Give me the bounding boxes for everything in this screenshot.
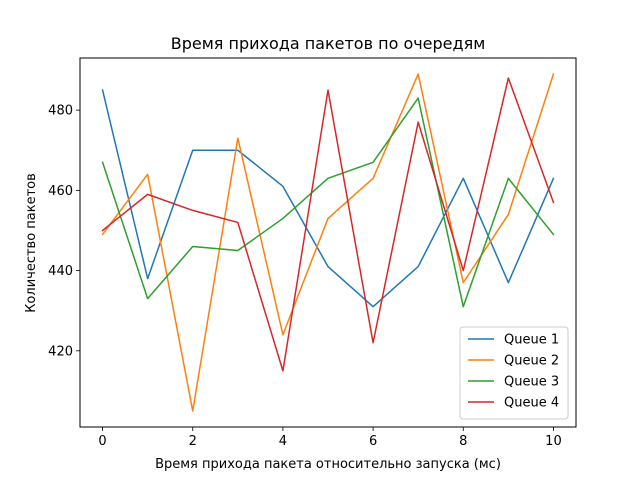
- x-tick-label: 4: [279, 434, 287, 449]
- y-tick-label: 460: [48, 184, 73, 199]
- series-line-queue-1: [101, 89, 555, 308]
- y-tick-label: 420: [48, 344, 73, 359]
- x-tick-label: 6: [369, 434, 377, 449]
- legend-label-queue-2: Queue 2: [504, 354, 559, 369]
- x-tick-label: 0: [98, 434, 106, 449]
- x-tick-label: 2: [189, 434, 197, 449]
- x-tick-label: 10: [545, 434, 562, 449]
- y-axis-label: Количество пакетов: [24, 173, 39, 313]
- legend-label-queue-4: Queue 4: [504, 396, 559, 411]
- x-axis-label: Время прихода пакета относительно запуск…: [155, 457, 501, 472]
- chart-title: Время прихода пакетов по очередям: [171, 34, 486, 53]
- series-line-queue-4: [101, 77, 555, 372]
- x-axis-ticks: 0 2 4 6 8 10: [98, 427, 562, 449]
- legend-label-queue-3: Queue 3: [504, 375, 559, 390]
- plot-area-frame: [79, 57, 577, 428]
- series-line-queue-2: [101, 73, 555, 412]
- legend: Queue 1 Queue 2 Queue 3 Queue 4: [459, 326, 569, 420]
- series-layer: [101, 73, 555, 412]
- y-tick-label: 480: [48, 104, 73, 119]
- series-line-queue-3: [101, 97, 555, 308]
- legend-label-queue-1: Queue 1: [504, 333, 559, 348]
- y-axis-ticks: 420 440 460 480: [48, 104, 80, 359]
- y-tick-label: 440: [48, 264, 73, 279]
- legend-box: [459, 326, 569, 420]
- x-tick-label: 8: [459, 434, 467, 449]
